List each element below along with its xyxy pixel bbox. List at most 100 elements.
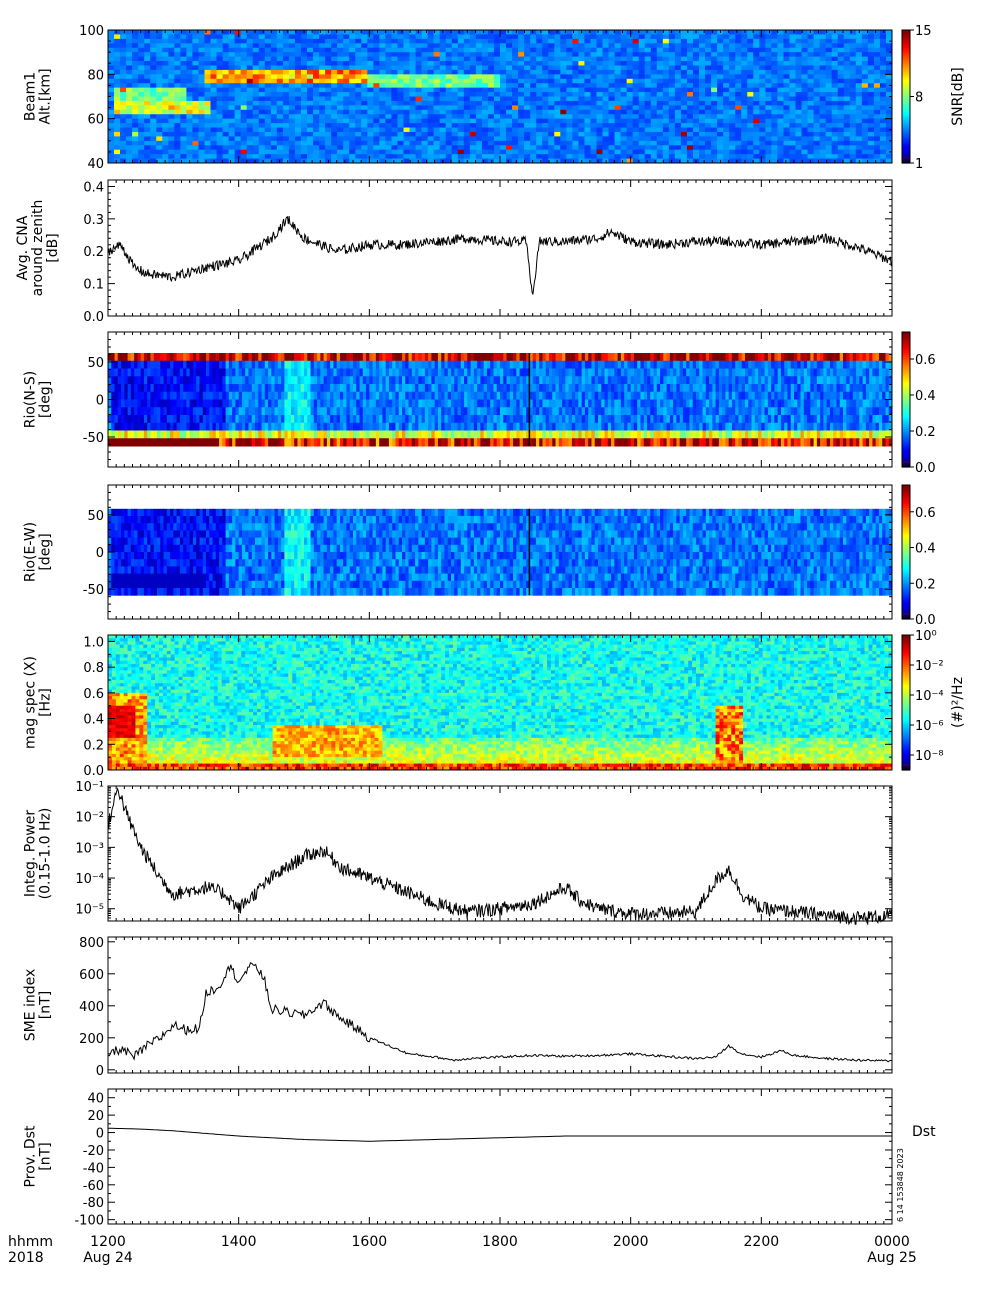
power-ytick-label: 10⁻³ <box>75 841 104 856</box>
dst-x-minor-ticks <box>108 1089 892 1224</box>
sme-ytick-label: 400 <box>79 1000 104 1015</box>
magspec-ytick-label: 0.0 <box>83 764 104 779</box>
rio-ew-colorbar-tick: 0.4 <box>915 542 936 557</box>
beam-heatmap <box>108 30 893 164</box>
summary-plot-figure: 40 60 80 100 Beam1 Alt.[km] 1 8 15 SNR[dB] 0.0 0.1 0… <box>0 0 1000 1300</box>
x-tick-label: 1600 <box>352 1234 388 1250</box>
timestamp-stamp: 6 14 153848 2023 <box>896 1148 905 1222</box>
dst-line <box>108 1128 892 1141</box>
power-ylabel: (0.15-1.0 Hz) <box>38 808 54 900</box>
rio-ew-ytick-label: 0 <box>96 546 104 561</box>
magspec-colorbar-tick: 10⁻⁴ <box>915 689 944 704</box>
beam-ytick-label: 40 <box>87 157 104 172</box>
rio-ns-colorbar-tick: 0.2 <box>915 425 936 440</box>
power-ytick-label: 10⁻² <box>75 811 104 826</box>
dst-ytick-label: 0 <box>96 1127 104 1142</box>
rio-ew-ylabel: [deg] <box>38 533 54 570</box>
magspec-ylabel: mag spec (X) <box>23 656 39 749</box>
rio-ns-colorbar-tick: 0.6 <box>915 353 936 368</box>
magspec-heatmap <box>108 635 893 771</box>
magspec-colorbar-tick: 10⁰ <box>915 629 937 644</box>
rio-ew-colorbar <box>902 485 914 620</box>
rio-ns-ytick-label: 50 <box>87 356 104 371</box>
x-tick-label: 1800 <box>482 1234 518 1250</box>
sme-ytick-label: 200 <box>79 1032 104 1047</box>
rio-ns-heatmap <box>108 353 893 447</box>
x-tick-label: 2000 <box>613 1234 649 1250</box>
x-tick-label: 2200 <box>744 1234 780 1250</box>
power-line <box>108 789 892 925</box>
dst-ytick-label: -60 <box>83 1179 104 1194</box>
cna-ytick-label: 0.1 <box>83 278 104 293</box>
rio-ew-heatmap <box>108 509 893 596</box>
rio-ew-colorbar-tick: 0.6 <box>915 506 936 521</box>
cna-ylabel: around zenith <box>30 200 46 297</box>
cna-y-minor-ticks <box>108 193 892 310</box>
dst-ytick-label: 40 <box>87 1092 104 1107</box>
power-ylabel: Integ. Power <box>23 810 39 897</box>
rio-ew-colorbar-tick: 0.2 <box>915 577 936 592</box>
sme-ytick-label: 600 <box>79 968 104 983</box>
magspec-ytick-label: 0.4 <box>83 713 104 728</box>
x-axis-row1-label: hhmm <box>8 1234 53 1250</box>
magspec-colorbar-tick: 10⁻⁶ <box>915 719 944 734</box>
magspec-ytick-label: 0.8 <box>83 661 104 676</box>
sme-ytick-label: 0 <box>96 1064 104 1079</box>
rio-ew-colorbar-tick: 0.0 <box>915 613 936 628</box>
rio-ns-ylabel: [deg] <box>38 381 54 418</box>
cna-frame <box>108 180 892 316</box>
dst-series-label: Dst <box>912 1124 936 1140</box>
rio-ns-ylabel: Rio(N-S) <box>23 371 39 429</box>
cna-ytick-label: 0.3 <box>83 213 104 228</box>
beam-colorbar-label: SNR[dB] <box>950 67 966 126</box>
magspec-colorbar-tick: 10⁻⁸ <box>915 749 944 764</box>
magspec-colorbar <box>902 635 914 771</box>
dst-y-minor-ticks <box>108 1106 892 1211</box>
magspec-ytick-label: 0.6 <box>83 687 104 702</box>
dst-ytick-label: 20 <box>87 1109 104 1124</box>
rio-ew-ylabel: Rio(E-W) <box>23 522 39 582</box>
cna-ytick-label: 0.0 <box>83 310 104 325</box>
dst-ylabel: Prov. Dst <box>23 1125 39 1187</box>
x-axis-row2-label: 2018 <box>8 1250 44 1266</box>
sme-ylabel: [nT] <box>38 991 54 1019</box>
sme-y-minor-ticks <box>108 958 892 1054</box>
cna-ytick-label: 0.4 <box>83 180 104 195</box>
x-tick-label: 1200 <box>90 1234 126 1250</box>
power-frame <box>108 786 892 921</box>
cna-ylabel: [dB] <box>45 233 61 262</box>
power-y-minor-ticks <box>108 787 892 921</box>
beam-colorbar-tick: 1 <box>915 157 923 172</box>
beam-ylabel: Beam1 <box>23 72 39 121</box>
sme-ylabel: SME index <box>23 969 39 1042</box>
beam-colorbar-tick: 8 <box>915 91 923 106</box>
rio-ns-colorbar-tick: 0.4 <box>915 389 936 404</box>
cna-ylabel: Avg. CNA <box>15 215 31 280</box>
dst-ytick-label: -80 <box>83 1196 104 1211</box>
beam-ytick-label: 60 <box>87 113 104 128</box>
cna-x-minor-ticks <box>108 180 892 316</box>
power-ytick-label: 10⁻⁴ <box>75 872 104 887</box>
dst-ytick-label: -40 <box>83 1161 104 1176</box>
rio-ew-ytick-label: 50 <box>87 509 104 524</box>
rio-ns-ytick-label: -50 <box>83 431 104 446</box>
sme-line <box>108 963 892 1062</box>
sme-ytick-label: 800 <box>79 936 104 951</box>
beam-colorbar <box>902 30 914 164</box>
beam-colorbar-tick: 15 <box>915 24 932 39</box>
rio-ns-colorbar <box>902 332 914 468</box>
rio-ew-ytick-label: -50 <box>83 583 104 598</box>
beam-ytick-label: 100 <box>79 24 104 39</box>
x-tick-label: 1400 <box>221 1234 257 1250</box>
magspec-ylabel: [Hz] <box>38 688 54 717</box>
magspec-colorbar-label: (#)²/Hz <box>950 677 966 728</box>
power-x-minor-ticks <box>108 786 892 921</box>
magspec-ytick-label: 0.2 <box>83 738 104 753</box>
magspec-ytick-label: 1.0 <box>83 635 104 650</box>
magspec-colorbar-tick: 10⁻² <box>915 659 944 674</box>
x-tick-date: Aug 24 <box>83 1250 133 1266</box>
beam-ytick-label: 80 <box>87 68 104 83</box>
beam-ylabel: Alt.[km] <box>38 68 54 124</box>
cna-ytick-label: 0.2 <box>83 245 104 260</box>
x-tick-label: 0000 <box>874 1234 910 1250</box>
